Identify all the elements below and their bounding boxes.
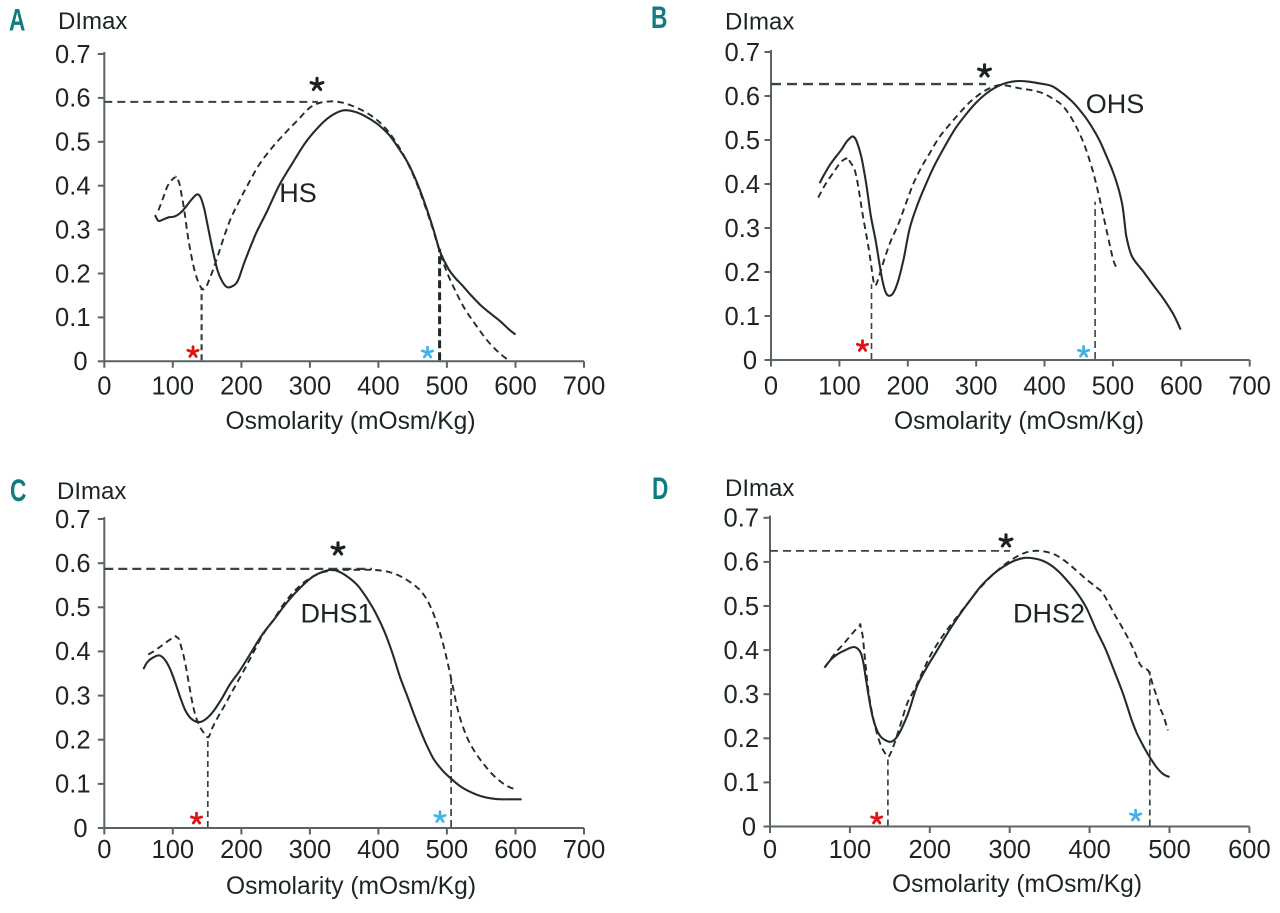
svg-text:C: C <box>10 472 27 508</box>
svg-text:300: 300 <box>955 373 998 401</box>
svg-text:DImax: DImax <box>57 478 126 505</box>
svg-text:300: 300 <box>289 373 332 401</box>
svg-text:0.2: 0.2 <box>55 727 90 755</box>
svg-text:400: 400 <box>1023 373 1066 401</box>
svg-text:Osmolarity (mOsm/Kg): Osmolarity (mOsm/Kg) <box>225 408 475 435</box>
svg-text:600: 600 <box>494 373 537 401</box>
svg-text:0: 0 <box>73 815 87 843</box>
svg-text:0: 0 <box>743 347 757 375</box>
svg-text:0.2: 0.2 <box>725 259 760 287</box>
svg-text:500: 500 <box>426 373 469 401</box>
svg-text:500: 500 <box>426 836 469 864</box>
svg-text:100: 100 <box>152 373 195 401</box>
svg-text:100: 100 <box>152 836 195 864</box>
svg-text:300: 300 <box>289 836 332 864</box>
svg-text:DImax: DImax <box>58 8 127 35</box>
svg-text:DHS2: DHS2 <box>1013 599 1085 629</box>
svg-text:200: 200 <box>887 373 930 401</box>
svg-text:0.4: 0.4 <box>725 171 760 199</box>
svg-text:D: D <box>652 470 668 506</box>
svg-text:0.3: 0.3 <box>55 216 90 244</box>
svg-text:0.3: 0.3 <box>55 682 90 710</box>
svg-text:OHS: OHS <box>1086 89 1145 119</box>
svg-text:700: 700 <box>563 373 606 401</box>
svg-text:Osmolarity (mOsm/Kg): Osmolarity (mOsm/Kg) <box>226 873 476 900</box>
svg-text:0: 0 <box>73 348 87 376</box>
svg-text:DHS1: DHS1 <box>300 599 372 629</box>
svg-text:0.3: 0.3 <box>725 215 760 243</box>
svg-text:400: 400 <box>357 836 400 864</box>
svg-text:0.1: 0.1 <box>724 769 759 797</box>
svg-text:B: B <box>651 0 667 35</box>
svg-text:400: 400 <box>357 373 400 401</box>
svg-text:100: 100 <box>829 836 872 864</box>
svg-text:0.6: 0.6 <box>55 85 90 113</box>
svg-text:0.5: 0.5 <box>55 594 90 622</box>
svg-text:600: 600 <box>494 836 537 864</box>
svg-text:0.6: 0.6 <box>724 549 759 577</box>
svg-text:0.7: 0.7 <box>724 505 759 533</box>
svg-text:500: 500 <box>1148 836 1191 864</box>
svg-text:0.3: 0.3 <box>724 681 759 709</box>
svg-text:0.7: 0.7 <box>55 41 90 69</box>
svg-text:0.1: 0.1 <box>55 304 90 332</box>
svg-text:0.6: 0.6 <box>55 550 90 578</box>
svg-text:DImax: DImax <box>725 475 794 502</box>
svg-text:600: 600 <box>1160 373 1203 401</box>
svg-text:A: A <box>9 2 26 38</box>
svg-text:200: 200 <box>220 836 263 864</box>
svg-text:0: 0 <box>97 836 111 864</box>
svg-text:700: 700 <box>1228 373 1271 401</box>
svg-text:700: 700 <box>563 836 606 864</box>
svg-text:300: 300 <box>988 836 1031 864</box>
svg-text:0.2: 0.2 <box>724 725 759 753</box>
svg-text:0.1: 0.1 <box>725 303 760 331</box>
svg-text:200: 200 <box>909 836 952 864</box>
svg-text:0.1: 0.1 <box>55 771 90 799</box>
svg-text:Osmolarity (mOsm/Kg): Osmolarity (mOsm/Kg) <box>892 871 1142 898</box>
svg-text:0.4: 0.4 <box>55 638 90 666</box>
svg-text:0.4: 0.4 <box>55 173 90 201</box>
svg-text:DImax: DImax <box>725 9 794 36</box>
svg-text:0.6: 0.6 <box>725 83 760 111</box>
svg-text:0.5: 0.5 <box>725 127 760 155</box>
svg-text:0: 0 <box>742 813 756 841</box>
svg-text:0.5: 0.5 <box>724 593 759 621</box>
svg-text:HS: HS <box>279 178 317 208</box>
svg-text:0.7: 0.7 <box>55 506 90 534</box>
svg-text:0.7: 0.7 <box>725 39 760 67</box>
svg-text:500: 500 <box>1092 373 1135 401</box>
svg-text:0.4: 0.4 <box>724 637 759 665</box>
svg-text:0: 0 <box>763 836 777 864</box>
svg-text:0: 0 <box>764 373 778 401</box>
svg-text:600: 600 <box>1228 836 1271 864</box>
svg-text:Osmolarity (mOsm/Kg): Osmolarity (mOsm/Kg) <box>894 408 1144 435</box>
svg-text:0.5: 0.5 <box>55 129 90 157</box>
svg-text:400: 400 <box>1068 836 1111 864</box>
svg-text:0.2: 0.2 <box>55 260 90 288</box>
svg-text:0: 0 <box>97 373 111 401</box>
svg-text:200: 200 <box>220 373 263 401</box>
svg-text:100: 100 <box>818 373 861 401</box>
